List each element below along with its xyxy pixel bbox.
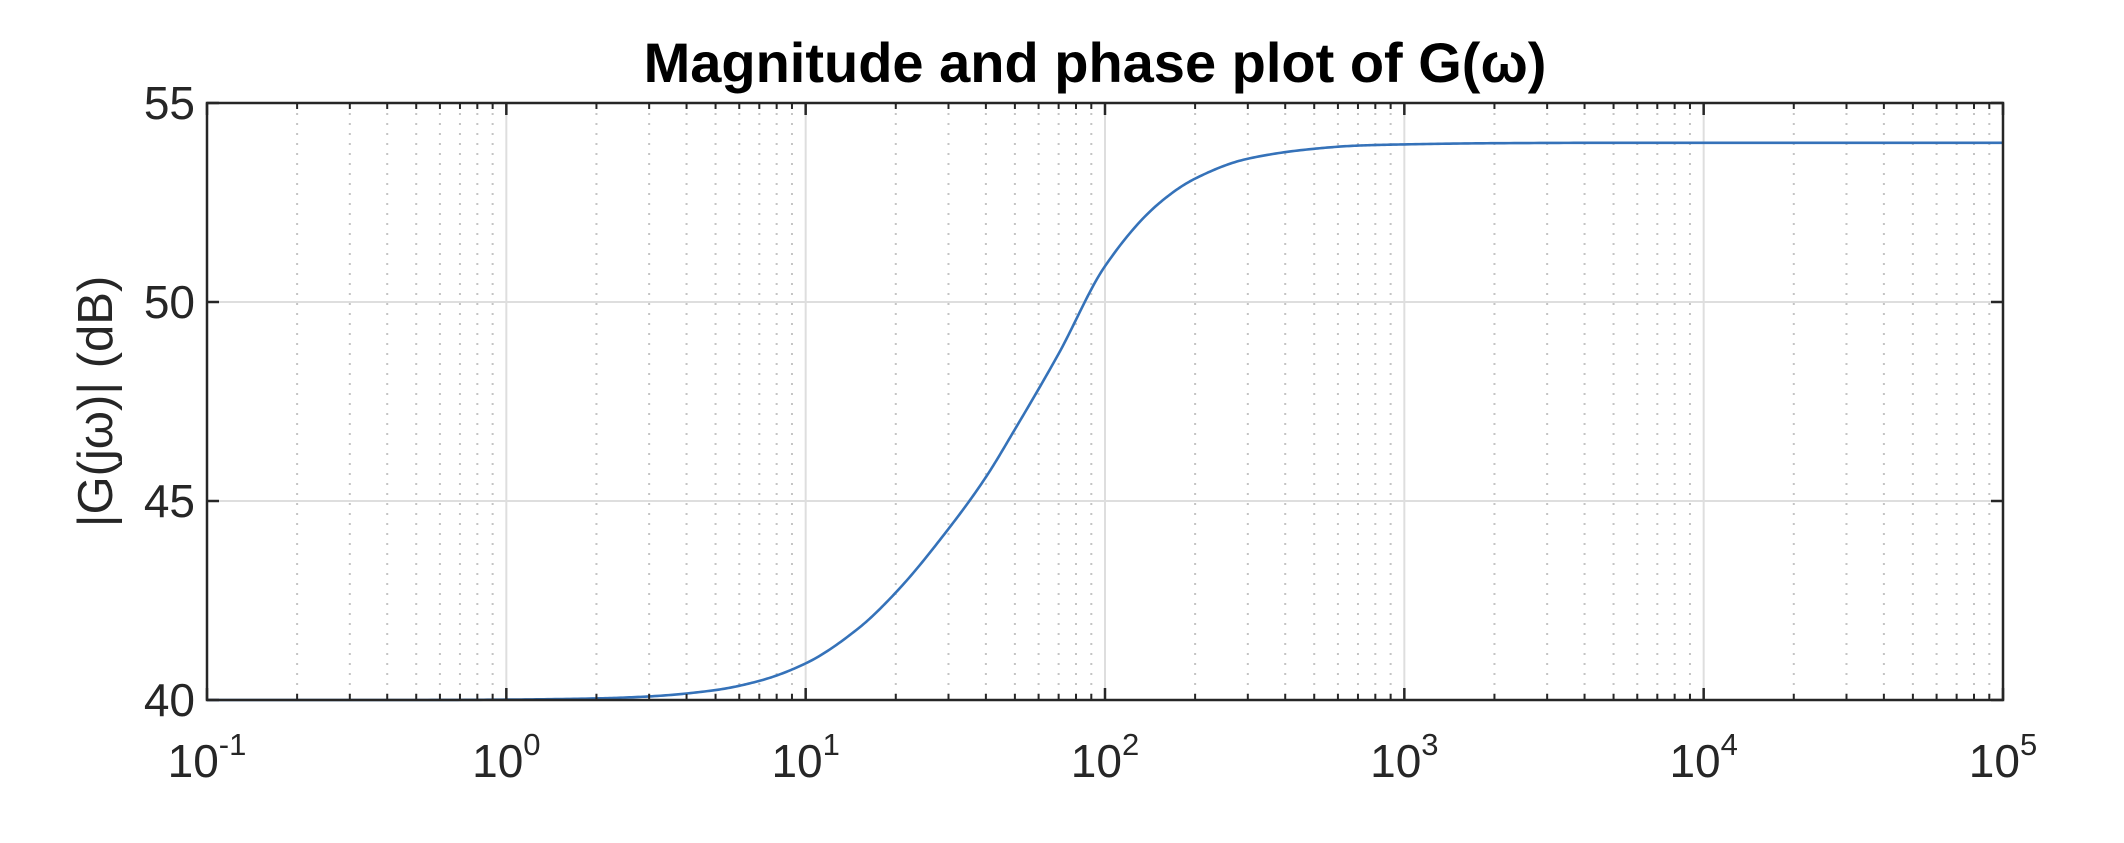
y-tick-label: 40 bbox=[144, 674, 195, 726]
y-tick-label: 45 bbox=[144, 475, 195, 527]
x-tick-label: 105 bbox=[1969, 727, 2037, 787]
x-tick-label: 103 bbox=[1370, 727, 1438, 787]
y-axis-label: |G(jω)| (dB) bbox=[69, 276, 123, 528]
y-tick-label: 55 bbox=[144, 77, 195, 129]
x-tick-label: 104 bbox=[1669, 727, 1737, 787]
x-tick-label: 100 bbox=[472, 727, 540, 787]
x-tick-label: 101 bbox=[771, 727, 839, 787]
grid bbox=[206, 102, 2004, 701]
magnitude-series-line bbox=[207, 141, 2003, 702]
chart-title: Magnitude and phase plot of G(ω) bbox=[644, 31, 1547, 94]
series-layer bbox=[207, 141, 2003, 702]
axes-ticks: 40 45 50 55 10-1 100 101 102 103 104 105 bbox=[144, 77, 2037, 787]
x-tick-label: 10-1 bbox=[168, 727, 247, 787]
y-tick-label: 50 bbox=[144, 276, 195, 328]
x-tick-label: 102 bbox=[1071, 727, 1139, 787]
